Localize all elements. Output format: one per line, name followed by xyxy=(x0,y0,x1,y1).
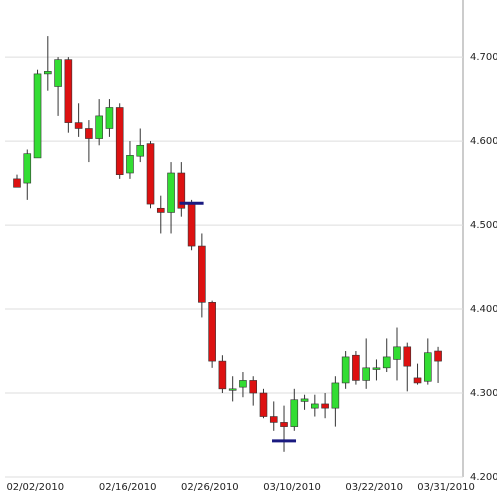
y-tick-label: 4.5000 xyxy=(470,220,497,231)
x-tick-label: 02/26/2010 xyxy=(181,482,239,493)
candle-body xyxy=(239,380,247,388)
candle-body xyxy=(393,346,401,360)
candle-body xyxy=(177,172,186,209)
candle-body xyxy=(228,388,237,391)
candle-body xyxy=(136,144,145,157)
candle-body xyxy=(311,403,319,409)
candle-body xyxy=(44,71,52,75)
x-tick-label: 03/22/2010 xyxy=(345,482,403,493)
candle-body xyxy=(352,354,360,381)
candle-body xyxy=(403,346,412,367)
candle-body xyxy=(33,73,42,159)
candle-body xyxy=(382,356,391,369)
candle-body xyxy=(167,172,175,213)
candle-body xyxy=(156,207,165,213)
x-tick-label: 03/10/2010 xyxy=(263,482,321,493)
y-tick-label: 4.3000 xyxy=(470,388,497,399)
candle-body xyxy=(331,382,340,409)
y-tick-label: 4.6000 xyxy=(470,136,497,147)
candle-body xyxy=(362,367,370,381)
candle-body xyxy=(321,403,329,409)
x-tick-label: 03/31/2010 xyxy=(417,482,475,493)
candle-body xyxy=(218,360,227,390)
x-tick-label: 02/02/2010 xyxy=(6,482,64,493)
candle-body xyxy=(300,398,309,402)
y-tick-label: 4.4000 xyxy=(470,304,497,315)
candle-body xyxy=(249,380,258,394)
candle-body xyxy=(269,416,278,423)
candle-body xyxy=(23,153,32,184)
candle-body xyxy=(280,422,288,427)
candle-body xyxy=(64,59,73,123)
candle-body xyxy=(187,203,196,247)
candle-body xyxy=(198,245,206,303)
candle-body xyxy=(290,399,299,427)
candle-body xyxy=(423,352,432,382)
candle-body xyxy=(413,377,422,384)
candle-body xyxy=(126,155,134,174)
candle-body xyxy=(208,302,216,362)
candle-body xyxy=(259,392,268,417)
candle-body xyxy=(13,178,21,188)
x-tick-label: 02/16/2010 xyxy=(99,482,157,493)
candle-body xyxy=(372,367,381,370)
candle-body xyxy=(341,356,350,384)
candle-body xyxy=(146,143,155,205)
y-tick-label: 4.2000 xyxy=(470,472,497,483)
candle-body xyxy=(95,115,103,139)
candle-body xyxy=(74,122,83,129)
candle-body xyxy=(85,128,93,139)
candle-body xyxy=(434,350,442,362)
candle-body xyxy=(115,107,124,175)
candle-body xyxy=(54,59,62,87)
candle-body xyxy=(105,107,114,129)
